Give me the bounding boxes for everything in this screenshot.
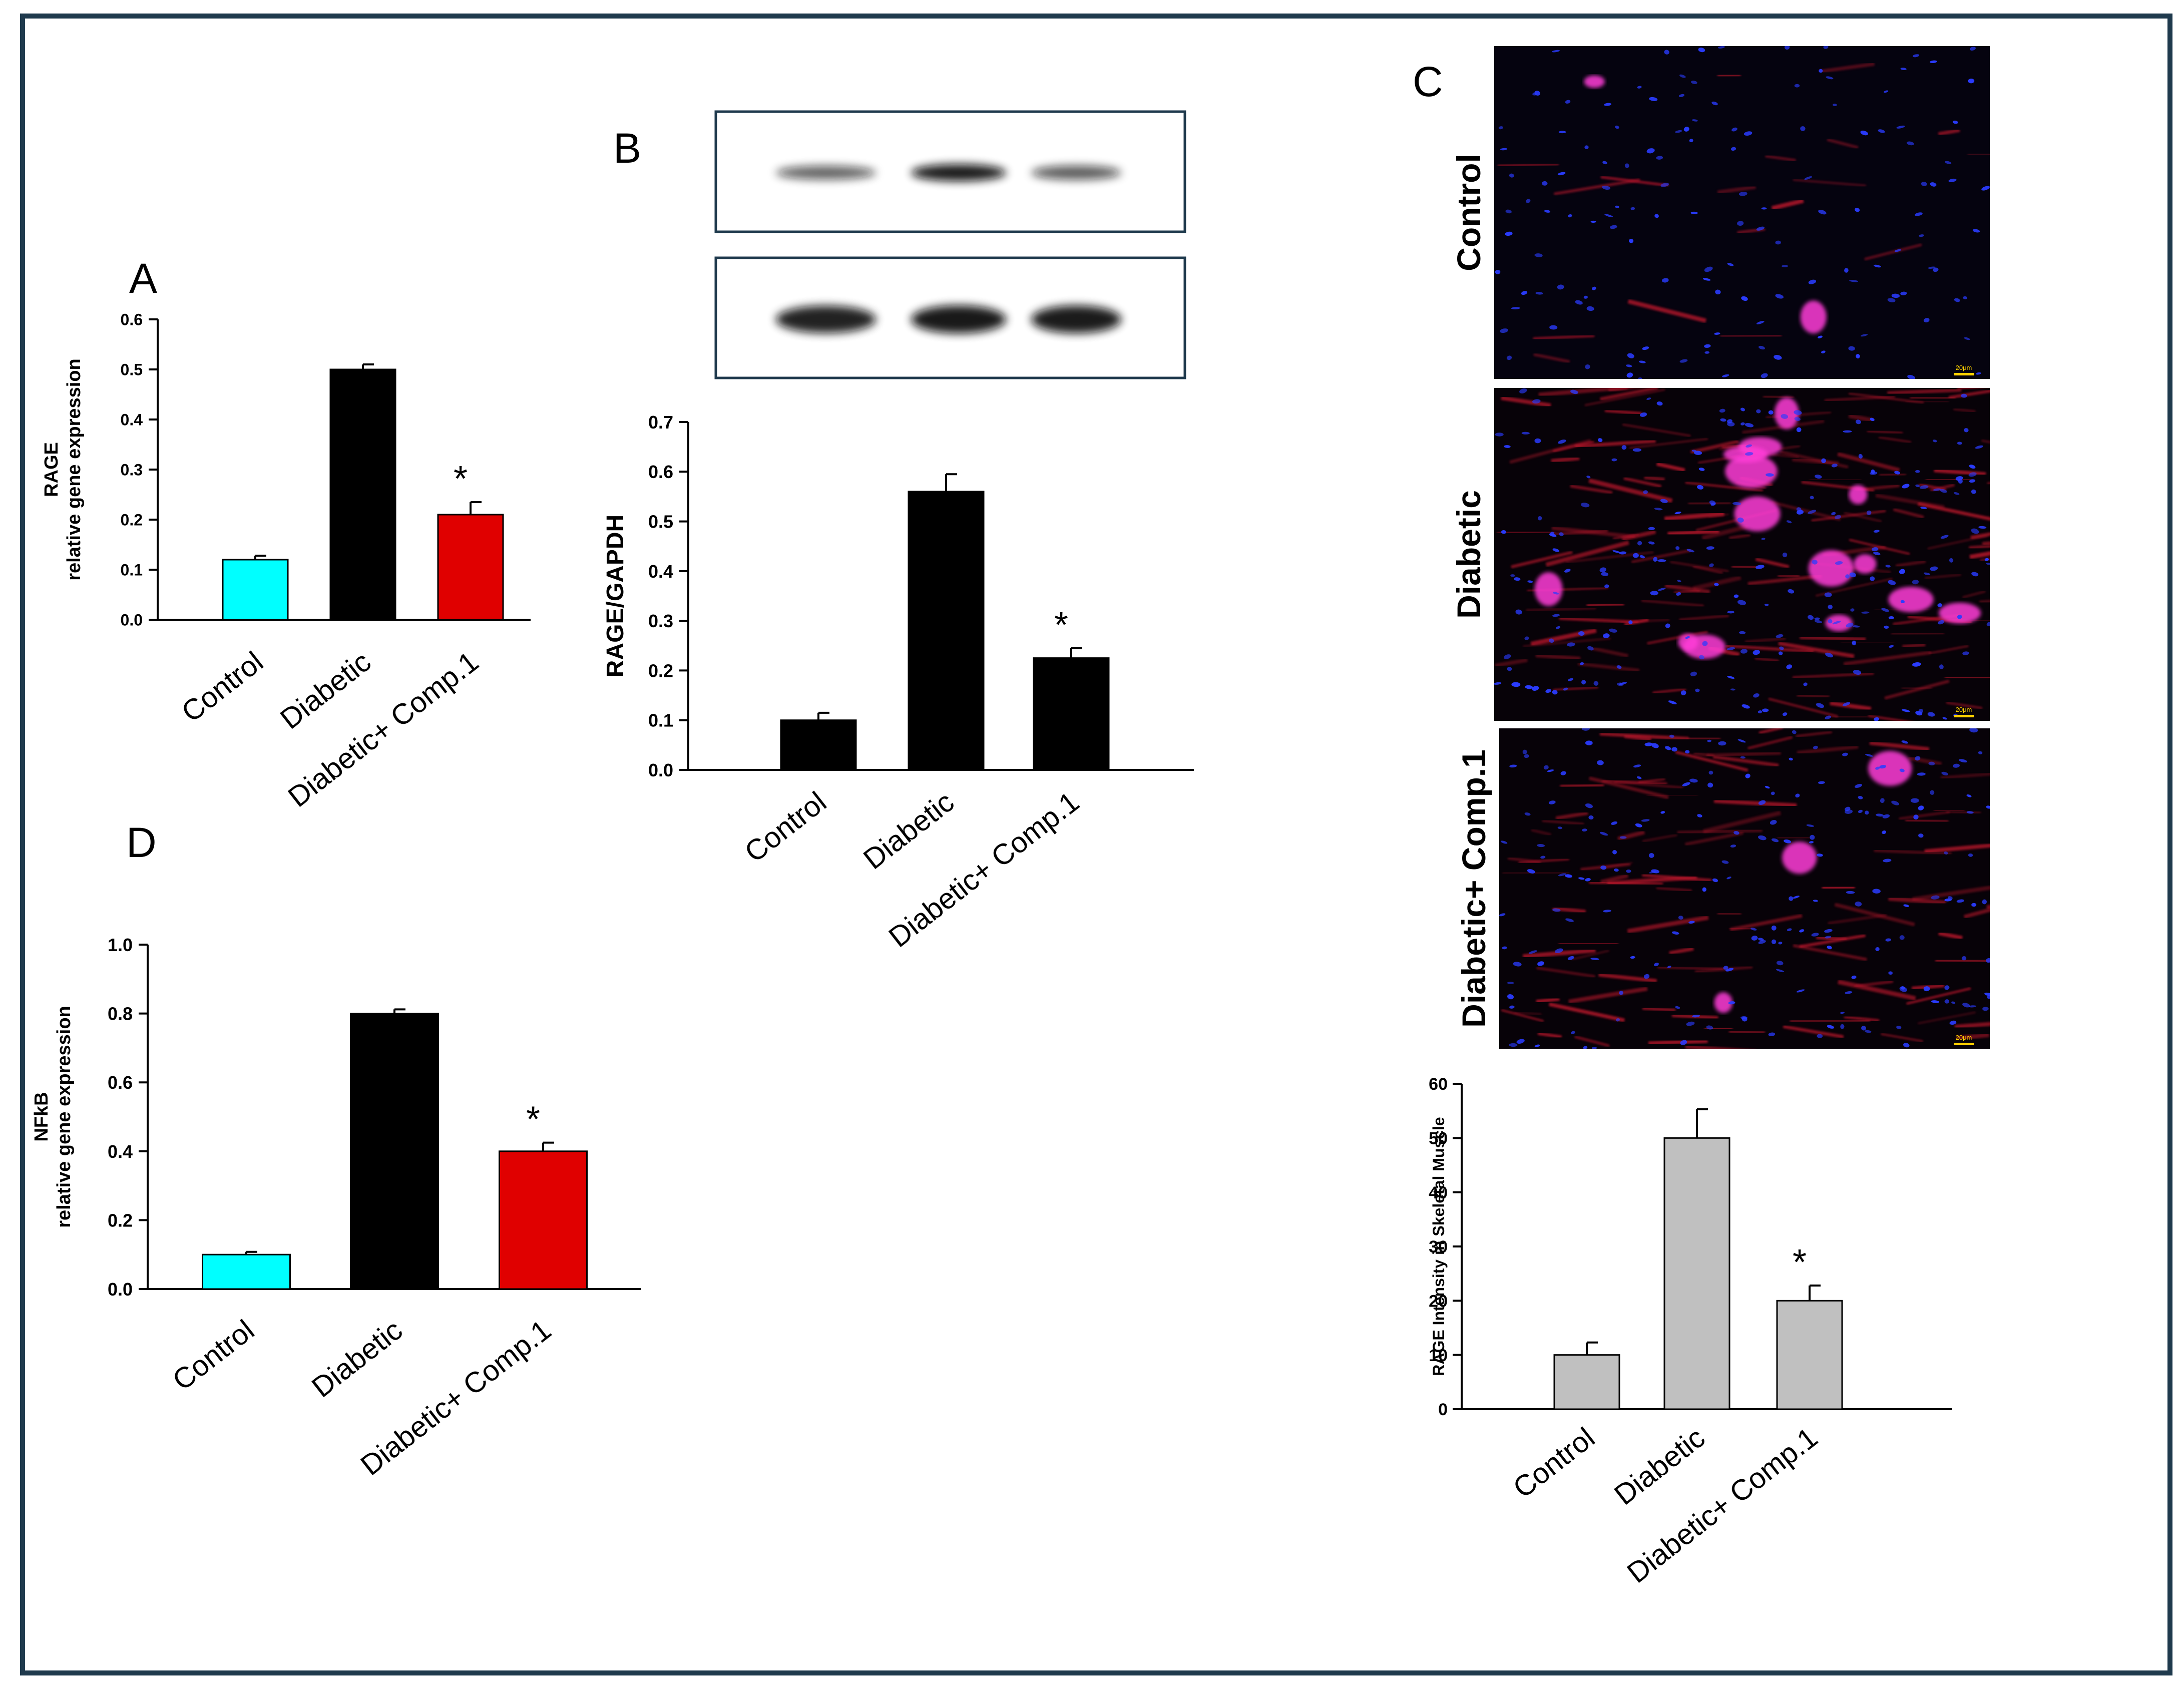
blot-band <box>911 305 1006 333</box>
blot-band <box>1031 305 1121 333</box>
scale-bar <box>1954 1043 1974 1045</box>
microscopy-panels: 20μm Control 20μm Diabetic 20μm Diabetic+ Com… <box>1450 46 1990 1049</box>
y-tick-label: 0.7 <box>648 412 673 433</box>
y-tick-label: 1.0 <box>108 935 133 955</box>
y-tick-label: 0.3 <box>648 611 673 631</box>
y-tick-label: 0.6 <box>121 311 143 329</box>
blot-band <box>776 166 876 180</box>
panel-label-a: A <box>129 255 157 302</box>
y-axis-label: NFkB <box>31 1092 52 1141</box>
y-tick-label: 0.0 <box>108 1279 133 1300</box>
y-tick-label: 0.6 <box>648 462 673 482</box>
blot-band <box>776 305 876 333</box>
significance-mark: * <box>1793 1242 1807 1283</box>
micrograph-control: 20μm Control <box>1450 46 1990 379</box>
scale-bar-label: 20μm <box>1956 1034 1972 1041</box>
y-tick-label: 60 <box>1429 1075 1448 1094</box>
blot-band <box>911 164 1006 181</box>
bar-diabetic <box>329 368 396 621</box>
y-tick-label: 0.0 <box>648 760 673 780</box>
bar-diabetic-comp-1 <box>437 514 504 621</box>
y-tick-label: 0.1 <box>648 710 673 731</box>
bar-diabetic-comp-1 <box>499 1150 588 1290</box>
panel-label-b: B <box>613 125 641 172</box>
bar-control <box>222 559 289 621</box>
y-tick-label: 0.6 <box>108 1072 133 1093</box>
panel-label-c: C <box>1413 58 1443 105</box>
y-tick-label: 0.3 <box>121 461 143 479</box>
y-tick-label: 0.1 <box>121 561 143 579</box>
blot-band <box>1031 165 1121 180</box>
scale-bar <box>1954 715 1974 717</box>
y-tick-label: 40 <box>1429 1183 1448 1202</box>
y-tick-label: 0 <box>1438 1400 1448 1419</box>
scale-bar-label: 20μm <box>1956 706 1972 713</box>
bar-control <box>202 1253 291 1290</box>
significance-mark: * <box>1054 605 1068 645</box>
significance-mark: * <box>454 459 468 499</box>
figure-border <box>20 14 2172 1675</box>
scale-bar <box>1954 373 1974 375</box>
y-tick-label: 0.4 <box>121 411 143 429</box>
y-tick-label: 0.8 <box>108 1004 133 1024</box>
micrograph-diabetic-comp-1: 20μm Diabetic+ Comp.1 <box>1455 728 1990 1049</box>
y-tick-label: 20 <box>1429 1292 1448 1311</box>
bar-diabetic-comp-1 <box>1033 657 1110 771</box>
micrograph-background <box>1494 46 1990 379</box>
bar-control <box>1553 1354 1620 1410</box>
y-tick-label: 0.4 <box>648 561 673 582</box>
blot-bands <box>776 164 1121 333</box>
y-axis-label: RAGE/GAPDH <box>602 515 629 677</box>
y-tick-label: 0.2 <box>108 1210 133 1230</box>
micrograph-row-label: Control <box>1450 154 1487 271</box>
y-axis-label: relative gene expression <box>54 1006 75 1228</box>
micrograph-diabetic: 20μm Diabetic <box>1450 388 1990 721</box>
micrograph-row-label: Diabetic <box>1450 490 1487 619</box>
significance-mark: * <box>526 1100 540 1140</box>
y-tick-label: 0.2 <box>121 511 143 529</box>
y-tick-label: 0.5 <box>121 361 143 379</box>
y-tick-label: 50 <box>1429 1129 1448 1148</box>
y-tick-label: 10 <box>1429 1346 1448 1365</box>
y-tick-label: 0.5 <box>648 512 673 532</box>
bar-control <box>780 719 857 771</box>
bar-diabetic-comp-1 <box>1776 1300 1843 1410</box>
micrograph-row-label: Diabetic+ Comp.1 <box>1455 749 1492 1028</box>
panel-label-d: D <box>126 819 157 866</box>
bar-diabetic <box>350 1013 439 1290</box>
western-blot <box>714 110 1186 379</box>
y-tick-label: 30 <box>1429 1237 1448 1256</box>
bar-diabetic <box>908 491 985 771</box>
y-axis-label: RAGE Intensity in Skeletal Muscle <box>1430 1117 1448 1376</box>
scale-bar-label: 20μm <box>1956 364 1972 371</box>
bar-diabetic <box>1663 1137 1730 1410</box>
y-tick-label: 0.2 <box>648 660 673 681</box>
y-axis-label: RAGE <box>41 442 62 497</box>
y-axis-label: relative gene expression <box>64 358 85 581</box>
y-tick-label: 0.0 <box>121 611 143 629</box>
y-tick-label: 0.4 <box>108 1141 133 1162</box>
